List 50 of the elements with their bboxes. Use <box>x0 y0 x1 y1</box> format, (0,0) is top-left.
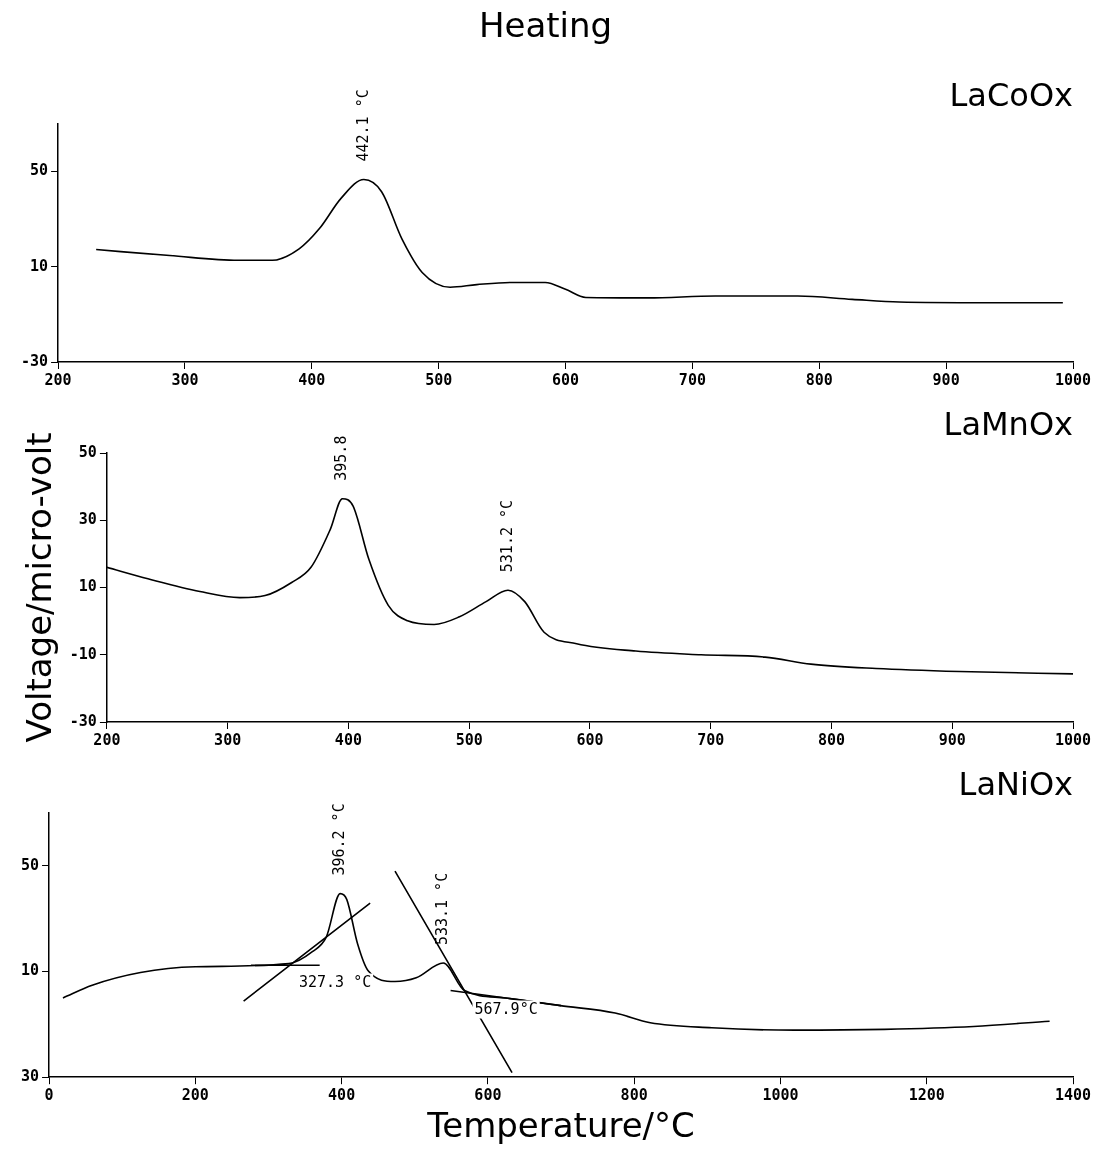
x-tick-label: 900 <box>938 730 966 749</box>
x-tick-label: 600 <box>552 370 580 389</box>
x-axis-title: Temperature/°C <box>426 1105 695 1146</box>
y-tick-label: -30 <box>21 351 49 370</box>
x-tick-label: 700 <box>697 730 725 749</box>
x-tick-label: 400 <box>298 370 326 389</box>
y-tick-label: 50 <box>78 442 97 461</box>
x-tick-label: 800 <box>620 1086 648 1105</box>
x-tick-label: 200 <box>93 730 121 749</box>
y-tick-label: 30 <box>78 510 97 529</box>
x-tick-label: 1000 <box>1054 370 1092 389</box>
x-tick-label: 700 <box>678 370 706 389</box>
x-tick-label: 800 <box>805 370 833 389</box>
x-tick-label: 500 <box>425 370 453 389</box>
x-tick-label: 400 <box>334 730 362 749</box>
x-tick-label: 500 <box>455 730 483 749</box>
annotation: 567.9°C <box>474 999 538 1018</box>
x-tick-label: 400 <box>328 1086 356 1105</box>
y-tick-label: 10 <box>21 961 40 980</box>
annotation: 327.3 °C <box>298 972 372 991</box>
annotation: 533.1 °C <box>433 872 452 946</box>
x-tick-label: 1400 <box>1054 1086 1092 1105</box>
y-axis-title: Voltage/micro-volt <box>19 432 60 743</box>
y-tick-label: -30 <box>69 711 97 730</box>
y-tick-label: 10 <box>78 577 97 596</box>
x-tick-label: 900 <box>932 370 960 389</box>
chart-title: Heating <box>478 5 613 46</box>
x-tick-label: 300 <box>214 730 242 749</box>
annotation: 531.2 °C <box>497 499 516 573</box>
y-tick-label: -10 <box>69 644 97 663</box>
x-tick-label: 600 <box>576 730 604 749</box>
x-tick-label: 600 <box>474 1086 502 1105</box>
y-tick-label: 50 <box>21 855 40 874</box>
x-tick-label: 1200 <box>908 1086 945 1105</box>
y-tick-label: 50 <box>30 161 49 180</box>
annotation: 442.1 °C <box>353 89 372 162</box>
x-tick-label: 1000 <box>762 1086 799 1105</box>
y-tick-label: 10 <box>30 256 49 275</box>
y-tick-label: 30 <box>21 1067 40 1086</box>
x-tick-label: 800 <box>817 730 846 749</box>
x-tick-label: 200 <box>181 1086 209 1105</box>
x-tick-label: 1000 <box>1054 730 1092 749</box>
x-tick-label: 200 <box>44 370 72 389</box>
text: LaNiOx <box>958 765 1073 804</box>
x-tick-label: 0 <box>44 1086 54 1105</box>
annotation: 395.8 <box>332 435 351 481</box>
annotation: 396.2 °C <box>330 803 349 876</box>
text: LaMnOx <box>943 405 1073 444</box>
x-tick-label: 300 <box>171 370 199 389</box>
text: LaCoOx <box>949 76 1073 115</box>
